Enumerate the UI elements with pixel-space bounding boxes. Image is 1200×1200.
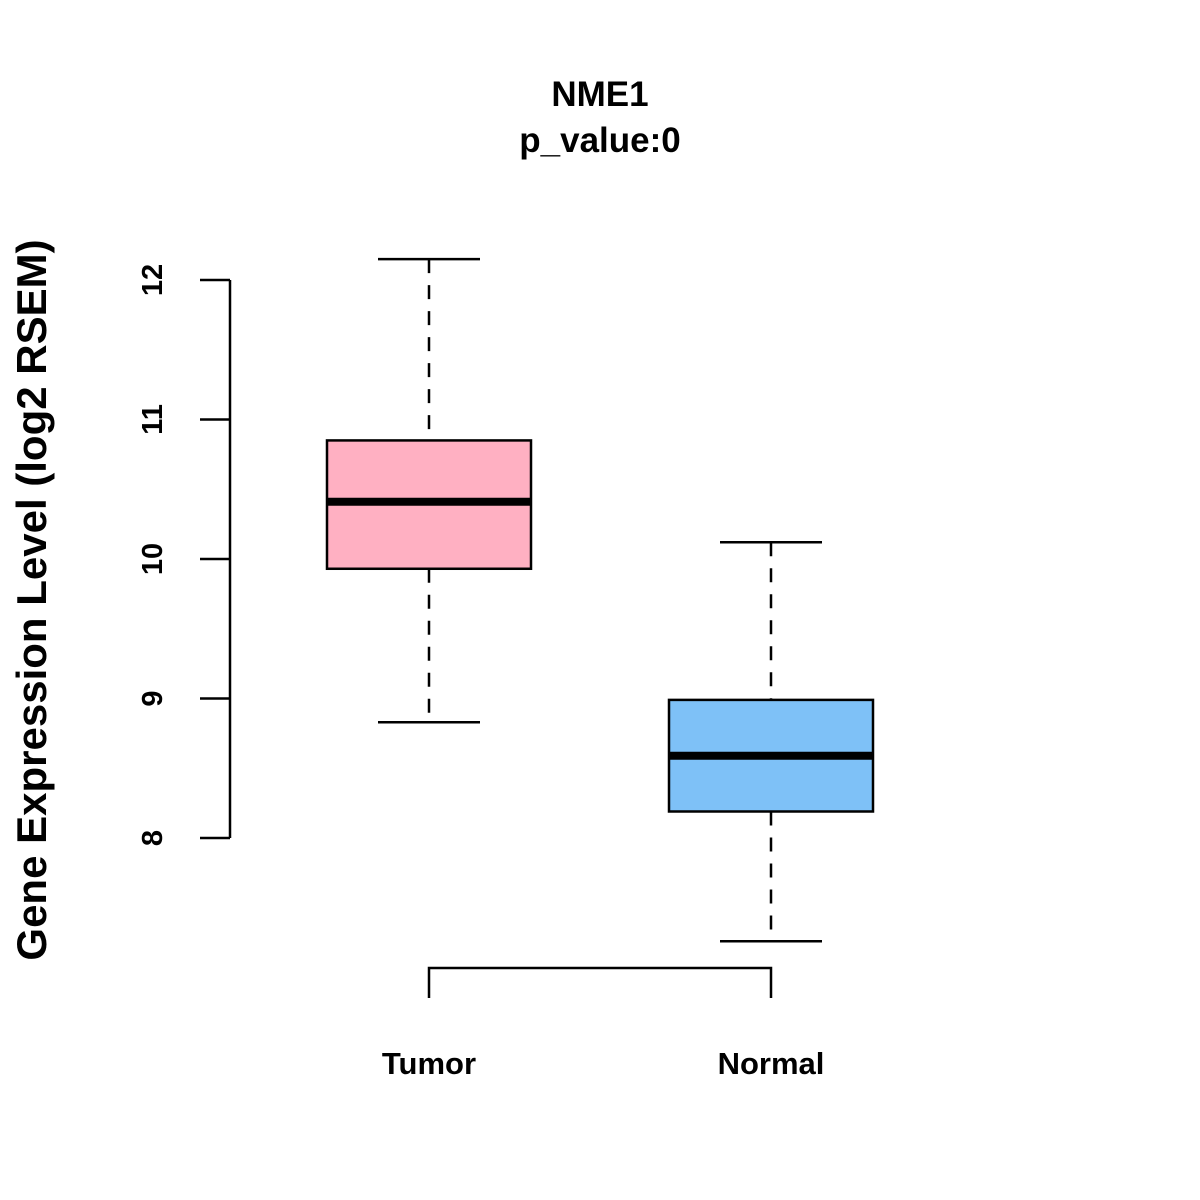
box-tumor <box>325 257 533 724</box>
y-axis: 8 9 10 11 12 <box>137 264 232 846</box>
chart-title: NME1 <box>551 75 648 114</box>
y-tick-label-10: 10 <box>137 543 169 575</box>
x-axis: Tumor Normal <box>382 966 825 1081</box>
boxes-layer <box>325 257 875 943</box>
y-axis-label: Gene Expression Level (log2 RSEM) <box>8 239 55 960</box>
chart-subtitle: p_value:0 <box>519 121 680 160</box>
x-tick-label-tumor: Tumor <box>382 1046 476 1081</box>
box-normal <box>667 541 875 943</box>
y-tick-label-8: 8 <box>137 830 169 846</box>
y-tick-label-12: 12 <box>137 264 169 296</box>
x-axis-line <box>427 966 773 998</box>
y-tick-label-11: 11 <box>137 404 169 435</box>
y-tick-label-9: 9 <box>137 690 169 706</box>
x-tick-label-normal: Normal <box>718 1046 825 1081</box>
